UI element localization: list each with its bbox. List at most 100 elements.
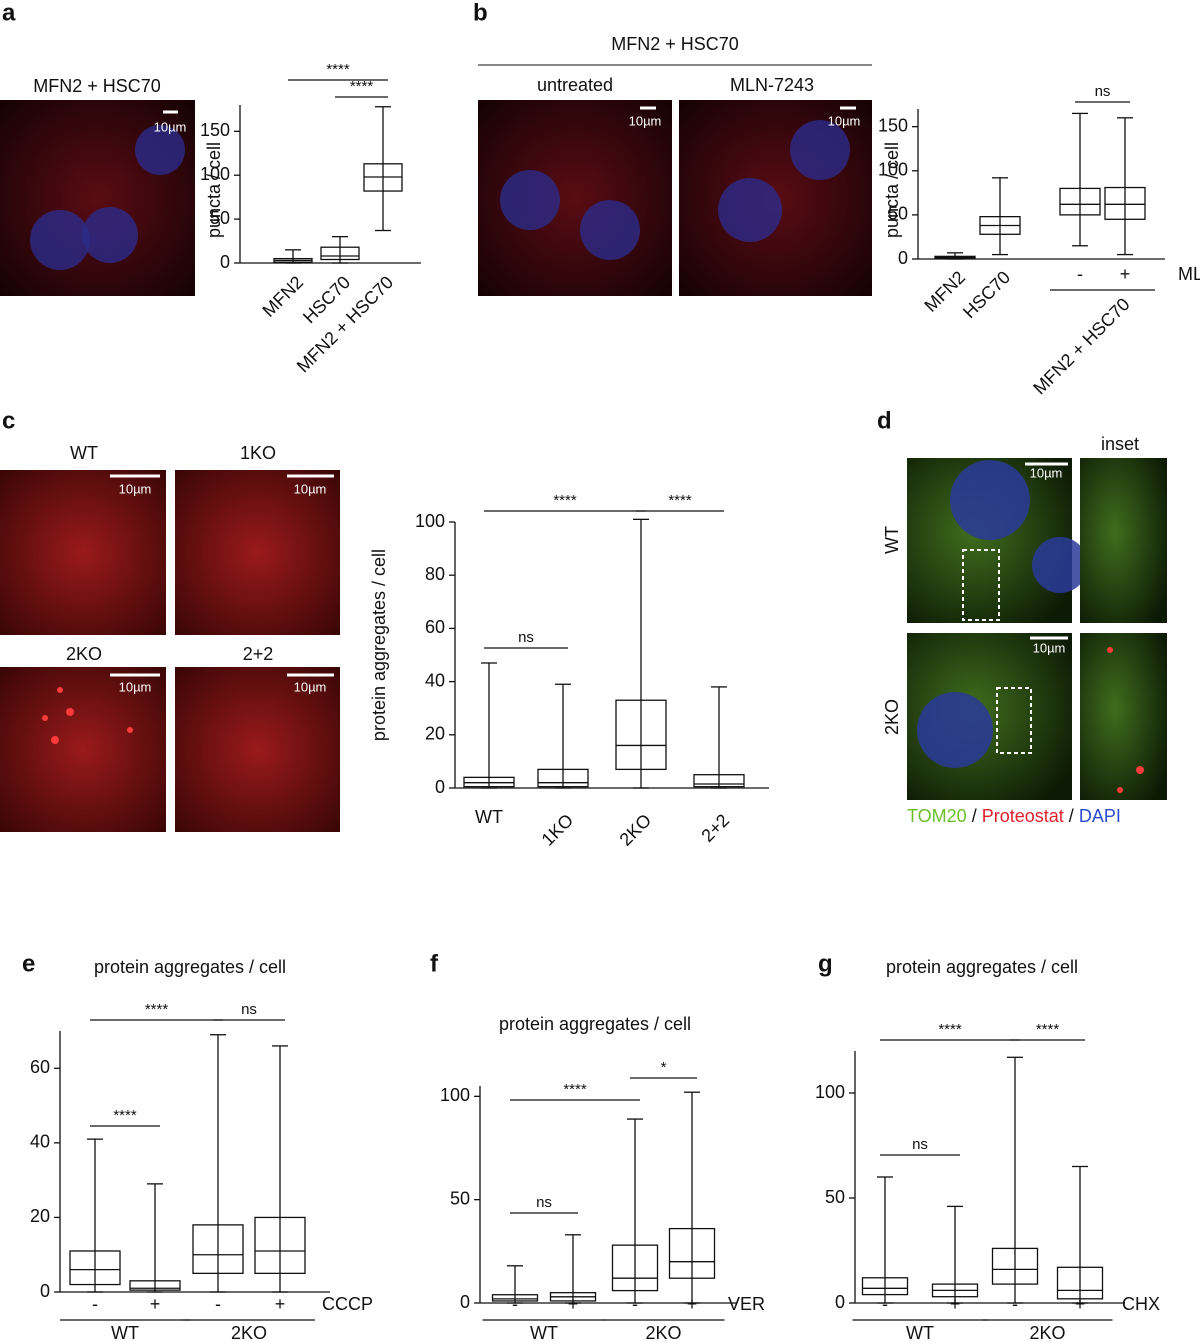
punctum <box>127 727 133 733</box>
panel-label: f <box>430 950 439 977</box>
panel-label: e <box>22 950 35 977</box>
x-tick-label: - <box>1012 1294 1018 1314</box>
significance: ns <box>536 1194 552 1211</box>
treatment-label: CCCP <box>322 1294 373 1314</box>
significance: ns <box>1095 83 1111 100</box>
image <box>1080 633 1167 800</box>
scale-labels: 10µm 10µm 10µm 10µm 10µm 10µm 10µm 10µm … <box>119 113 1066 694</box>
y-tick-label: 80 <box>425 564 445 584</box>
punctum <box>42 715 48 721</box>
legend-item: DAPI <box>1079 806 1121 826</box>
scale-bars <box>110 106 1068 677</box>
y-tick-label: 0 <box>40 1281 50 1301</box>
condition: MLN-7243 <box>730 75 814 95</box>
panel-label: a <box>2 0 16 26</box>
box <box>991 1247 1039 1285</box>
box <box>192 1224 244 1275</box>
nucleus <box>30 210 90 270</box>
x-tick-label: 1KO <box>538 810 578 850</box>
y-tick-label: 0 <box>460 1292 470 1312</box>
scale-label: 10µm <box>119 481 152 496</box>
y-tick-label: 50 <box>888 204 908 224</box>
y-tick-label: 20 <box>425 724 445 744</box>
y-axis-label: protein aggregates / cell <box>369 549 389 741</box>
legend: TOM20 / Proteostat / DAPI <box>907 806 1121 826</box>
significance: **** <box>1036 1021 1060 1038</box>
scale-label: 10µm <box>119 679 152 694</box>
image <box>175 470 340 635</box>
x-tick-label: - <box>215 1294 221 1314</box>
panel-label: b <box>473 0 488 26</box>
y-tick-label: 100 <box>815 1082 845 1102</box>
micrographs <box>0 100 1167 832</box>
panel-label: d <box>877 407 892 434</box>
chart-title: protein aggregates / cell <box>886 957 1078 977</box>
condition: WT <box>70 443 98 463</box>
condition: 2+2 <box>243 644 274 664</box>
significance: * <box>661 1059 667 1076</box>
box <box>1059 187 1101 216</box>
y-tick-label: 40 <box>30 1132 50 1152</box>
group-label: MFN2 + HSC70 <box>1029 294 1133 398</box>
image-title: MFN2 + HSC70 <box>611 34 739 54</box>
nucleus <box>135 125 185 175</box>
punctum <box>1117 787 1123 793</box>
punctum <box>1107 647 1113 653</box>
x-tick-label: - <box>882 1294 888 1314</box>
y-tick-label: 50 <box>825 1187 845 1207</box>
x-tick-label: - <box>92 1294 98 1314</box>
x-tick-label: + <box>1120 264 1131 284</box>
y-tick-label: 150 <box>200 120 230 140</box>
significance: ns <box>518 629 534 646</box>
treatment-label: VER <box>728 1294 765 1314</box>
condition: untreated <box>537 75 613 95</box>
x-tick-label: WT <box>475 807 503 827</box>
group-label: 2KO <box>231 1323 267 1341</box>
x-tick-label: + <box>150 1294 161 1314</box>
nucleus <box>500 170 560 230</box>
y-tick-label: 0 <box>898 248 908 268</box>
scale-label: 10µm <box>1030 465 1063 480</box>
group-label: 2KO <box>1029 1323 1065 1341</box>
x-tick-label: - <box>512 1294 518 1314</box>
nucleus <box>950 460 1030 540</box>
nucleus <box>1032 537 1088 593</box>
nucleus <box>718 178 782 242</box>
box <box>611 1244 659 1292</box>
y-tick-label: 60 <box>425 617 445 637</box>
inset-label: inset <box>1101 434 1139 454</box>
y-tick-label: 0 <box>220 252 230 272</box>
y-axis-label: puncta / cell <box>882 142 902 238</box>
y-tick-label: 20 <box>30 1206 50 1226</box>
punctum <box>66 708 74 716</box>
y-tick-label: 100 <box>440 1085 470 1105</box>
y-tick-label: 0 <box>435 777 445 797</box>
x-tick-label: + <box>950 1294 961 1314</box>
puncta <box>42 647 1144 793</box>
significance: **** <box>563 1081 587 1098</box>
significance: **** <box>553 492 577 509</box>
box <box>693 774 745 788</box>
significance: **** <box>350 78 374 95</box>
x-tick-label: + <box>568 1294 579 1314</box>
row-label: 2KO <box>882 699 902 735</box>
treatment-label: CHX <box>1122 1294 1160 1314</box>
legend-item: TOM20 <box>907 806 967 826</box>
box <box>668 1227 716 1279</box>
condition: 1KO <box>240 443 276 463</box>
x-tick-label: + <box>1075 1294 1086 1314</box>
significance: **** <box>113 1107 137 1124</box>
row-label: WT <box>882 526 902 554</box>
punctum <box>51 736 59 744</box>
scale-label: 10µm <box>294 481 327 496</box>
x-tick-label: HSC70 <box>959 267 1014 322</box>
scale-label: 10µm <box>1033 640 1066 655</box>
box <box>1056 1266 1104 1300</box>
y-axis-label: puncta / cell <box>204 142 224 238</box>
group-label: WT <box>111 1323 139 1341</box>
treatment-label: MLN <box>1178 264 1200 284</box>
chart-title: protein aggregates / cell <box>499 1014 691 1034</box>
box <box>861 1277 909 1296</box>
y-tick-label: 40 <box>425 670 445 690</box>
box <box>537 768 589 788</box>
